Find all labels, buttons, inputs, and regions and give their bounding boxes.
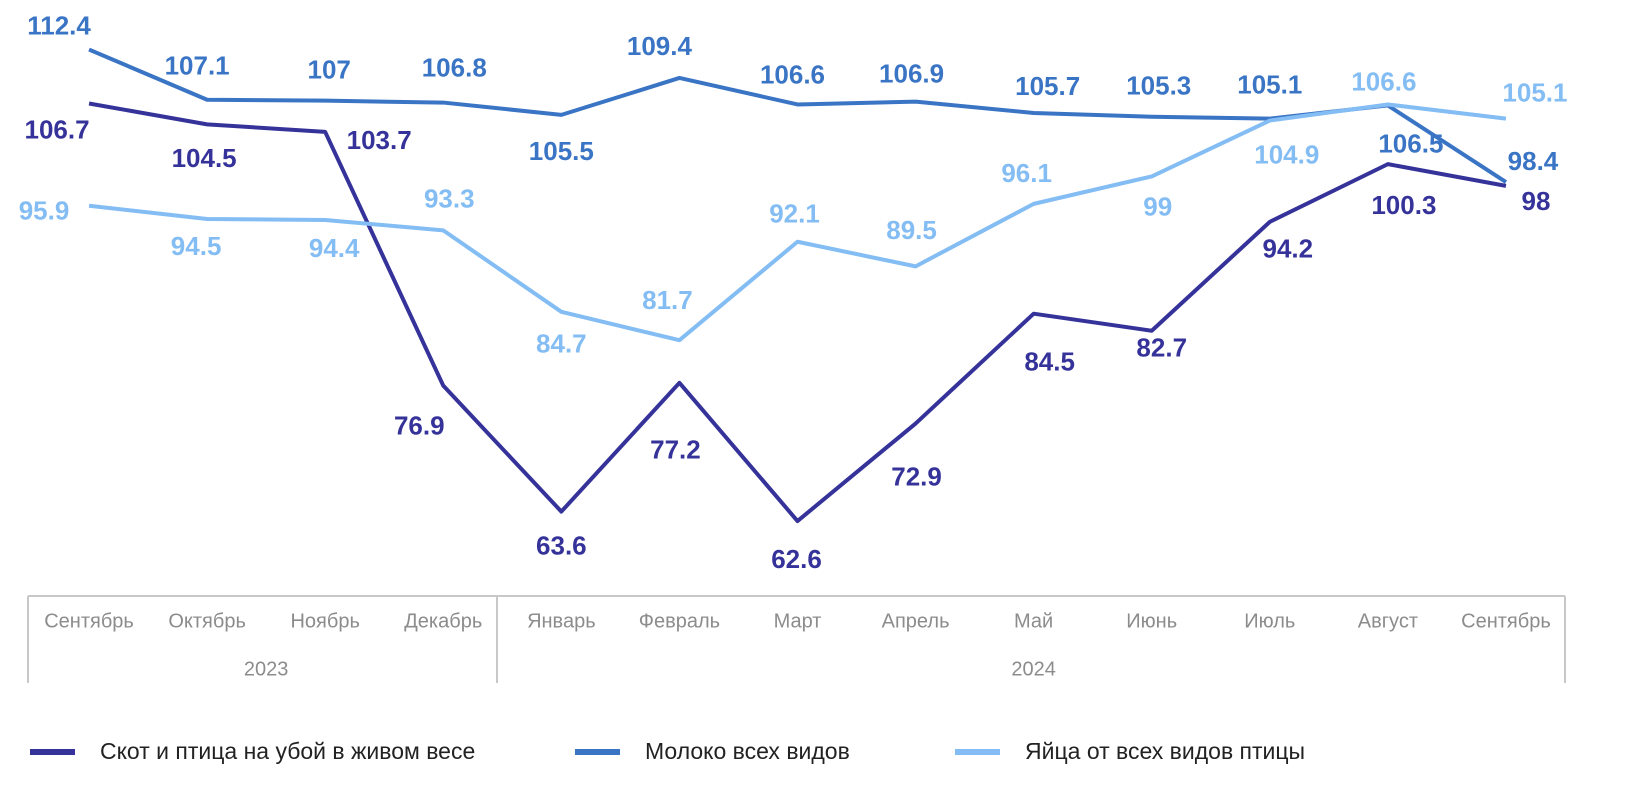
data-label: 81.7 <box>642 285 693 315</box>
x-tick-label: Апрель <box>882 610 950 632</box>
data-label: 106.5 <box>1378 128 1443 158</box>
data-label: 105.7 <box>1015 71 1080 101</box>
x-tick-label: Сентябрь <box>1461 610 1551 632</box>
data-label: 100.3 <box>1371 190 1436 220</box>
data-label: 92.1 <box>769 199 820 229</box>
data-label: 104.5 <box>172 143 237 173</box>
x-tick-label: Май <box>1014 610 1053 632</box>
series-line <box>88 102 1507 343</box>
data-label: 104.9 <box>1254 139 1319 169</box>
data-label: 82.7 <box>1136 333 1187 363</box>
data-label: 94.4 <box>309 233 360 263</box>
x-tick-label: Сентябрь <box>44 610 134 632</box>
data-label: 96.1 <box>1001 158 1052 188</box>
data-label: 76.9 <box>394 411 445 441</box>
data-label: 105.5 <box>529 136 594 166</box>
data-label: 89.5 <box>886 215 937 245</box>
data-label: 63.6 <box>536 530 587 560</box>
x-tick-label: Ноябрь <box>290 610 359 632</box>
data-label: 105.3 <box>1126 71 1191 101</box>
data-label: 99 <box>1143 191 1172 221</box>
series-line <box>88 101 1507 524</box>
year-label: 2024 <box>1011 658 1056 680</box>
data-label: 106.9 <box>879 58 944 88</box>
data-label: 106.7 <box>24 114 89 144</box>
data-label: 105.1 <box>1237 70 1302 100</box>
data-label: 109.4 <box>627 31 693 61</box>
x-tick-label: Март <box>774 610 822 632</box>
x-tick-label: Июль <box>1244 610 1295 632</box>
data-label: 84.7 <box>536 329 587 359</box>
data-label: 98 <box>1522 186 1551 216</box>
x-tick-label: Февраль <box>639 610 720 632</box>
data-label: 72.9 <box>891 461 942 491</box>
x-tick-label: Июнь <box>1126 610 1177 632</box>
data-label: 62.6 <box>771 544 822 574</box>
data-label: 98.4 <box>1508 146 1559 176</box>
legend-label: Молоко всех видов <box>645 738 850 764</box>
data-label: 77.2 <box>650 435 701 465</box>
data-label: 105.1 <box>1502 78 1567 108</box>
legend-label: Яйца от всех видов птицы <box>1025 738 1305 764</box>
data-label: 106.6 <box>1351 66 1416 96</box>
x-tick-label: Октябрь <box>168 610 246 632</box>
year-label: 2023 <box>244 658 289 680</box>
data-label: 94.2 <box>1263 234 1314 264</box>
data-label: 84.5 <box>1024 347 1075 377</box>
data-label: 106.6 <box>760 59 825 89</box>
data-label: 95.9 <box>19 196 70 226</box>
data-label: 107 <box>307 55 350 85</box>
legend-label: Скот и птица на убой в живом весе <box>100 738 475 764</box>
data-label: 107.1 <box>165 51 230 81</box>
data-label: 93.3 <box>424 183 475 213</box>
data-label: 106.8 <box>422 52 487 82</box>
data-label: 112.4 <box>27 10 91 40</box>
x-tick-label: Август <box>1358 610 1418 632</box>
x-tick-label: Январь <box>527 610 596 632</box>
data-label: 94.5 <box>171 231 222 261</box>
x-tick-label: Декабрь <box>404 610 482 632</box>
data-label: 103.7 <box>347 125 412 155</box>
